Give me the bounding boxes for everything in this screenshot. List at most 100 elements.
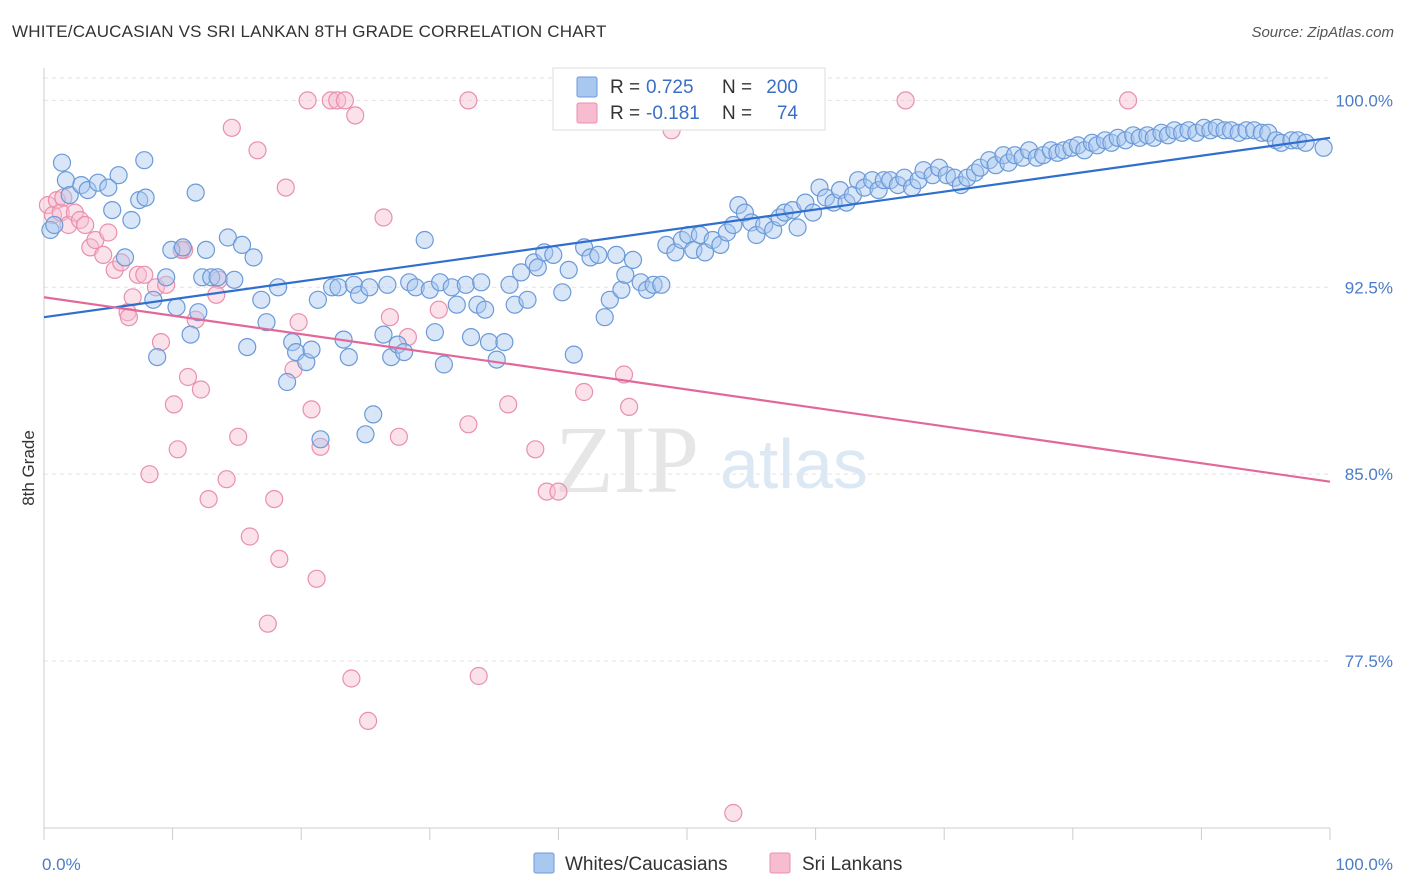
sri-lankan-point-23: [164, 395, 183, 414]
white-caucasian-point-60: [434, 355, 453, 374]
white-caucasian-point-7: [88, 173, 108, 192]
white-caucasian-point-55: [406, 278, 425, 297]
white-caucasian-point-114: [788, 218, 807, 237]
white-caucasian-point-192: [374, 325, 393, 344]
bottom-legend-swatch-blue: [533, 852, 555, 874]
white-caucasian-point-124: [855, 178, 874, 197]
white-caucasian-point-105: [729, 196, 748, 215]
white-caucasian-point-135: [929, 158, 949, 177]
white-caucasian-point-31: [252, 290, 271, 309]
white-caucasian-point-93: [652, 275, 671, 294]
sri-lankan-point-22: [157, 275, 176, 294]
white-caucasian-point-89: [623, 250, 643, 269]
white-caucasian-point-190: [135, 151, 154, 170]
white-caucasian-point-123: [848, 171, 868, 190]
white-caucasian-point-182: [1259, 123, 1278, 142]
legend-r-label-1: R =: [610, 77, 640, 98]
white-caucasian-point-148: [1019, 141, 1039, 160]
white-caucasian-point-84: [595, 308, 614, 327]
white-caucasian-point-191: [196, 240, 216, 259]
white-caucasian-point-176: [1215, 121, 1234, 140]
sri-lankan-point-17: [128, 265, 147, 284]
sri-lankan-point-58: [469, 666, 488, 686]
white-caucasian-point-30: [244, 248, 263, 267]
sri-lankan-point-50: [346, 106, 365, 125]
sri-lankan-point-21: [151, 333, 171, 352]
white-caucasian-point-20: [181, 325, 200, 344]
white-caucasian-point-57: [420, 280, 439, 299]
sri-lankan-point-33: [229, 427, 248, 446]
white-caucasian-point-19: [173, 238, 192, 257]
sri-lankan-point-37: [265, 490, 284, 509]
white-caucasian-point-18: [167, 298, 186, 317]
white-caucasian-point-42: [329, 278, 348, 297]
legend-r-label-2: R =: [610, 103, 640, 124]
sri-lankan-point-18: [135, 265, 154, 284]
white-caucasian-point-4: [60, 186, 79, 205]
sri-lankan-point-56: [429, 300, 448, 319]
white-caucasian-point-29: [238, 338, 257, 357]
white-caucasian-point-147: [1013, 148, 1032, 167]
sri-lankan-point-32: [222, 118, 241, 137]
white-caucasian-trend-line: [43, 136, 1331, 319]
legend-box: R = 0.725 N = 200 R = -0.181 N = 74: [552, 67, 826, 131]
y-tick-label-2: 92.5%: [1345, 278, 1393, 297]
white-caucasian-point-33: [269, 278, 288, 297]
sri-lankan-point-70: [459, 91, 478, 110]
white-caucasian-point-86: [607, 245, 626, 264]
white-caucasian-point-48: [360, 278, 379, 297]
sri-lankan-point-62: [549, 482, 568, 501]
white-caucasian-point-127: [874, 171, 893, 190]
white-caucasian-point-39: [308, 290, 327, 309]
sri-lankan-point-39: [276, 178, 295, 197]
white-caucasian-point-78: [553, 283, 572, 302]
white-caucasian-point-193: [472, 273, 491, 292]
white-caucasian-point-106: [735, 203, 755, 222]
sri-lankan-point-31: [217, 470, 236, 489]
sri-lankan-point-59: [499, 395, 518, 414]
watermark-zip: ZIP: [555, 406, 699, 513]
white-caucasian-point-116: [803, 203, 823, 222]
sri-lankan-point-55: [398, 328, 417, 347]
white-caucasian-point-59: [431, 273, 450, 292]
sri-lankan-point-48: [335, 91, 354, 110]
white-caucasian-point-87: [612, 280, 631, 299]
white-caucasian-point-16: [157, 268, 176, 287]
white-caucasian-point-46: [350, 285, 369, 304]
legend-n-label-2: N =: [722, 103, 752, 124]
white-caucasian-point-66: [476, 300, 495, 319]
white-caucasian-point-88: [616, 265, 635, 284]
white-caucasian-point-34: [278, 372, 297, 392]
sri-lankan-point-63: [574, 382, 594, 402]
white-caucasian-point-133: [914, 161, 933, 180]
trend-lines: [43, 136, 1331, 483]
bottom-legend-label-2: Sri Lankans: [802, 854, 902, 875]
white-caucasian-point-53: [395, 343, 414, 362]
white-caucasian-point-77: [544, 245, 563, 264]
sri-lankan-point-53: [380, 308, 399, 327]
white-caucasian-point-137: [945, 168, 964, 187]
white-caucasian-point-63: [456, 275, 475, 294]
white-caucasian-point-3: [56, 171, 76, 190]
sri-lankan-point-11: [94, 245, 113, 264]
tick-labels: 77.5% 85.0% 92.5% 100.0% 0.0% 100.0%: [42, 91, 1393, 874]
sri-lankan-point-13: [105, 260, 124, 279]
white-caucasian-point-181: [1252, 123, 1271, 142]
sri-lankan-point-47: [328, 91, 347, 110]
sri-lankan-point-46: [321, 91, 340, 110]
white-caucasian-point-26: [218, 228, 237, 247]
legend-swatch-pink: [576, 102, 598, 124]
sri-lankan-point-49: [342, 669, 361, 688]
legend-r-value-1: 0.725: [646, 77, 694, 98]
sri-lankan-point-42: [298, 91, 317, 110]
white-caucasian-point-56: [415, 230, 434, 250]
white-caucasian-point-49: [364, 405, 383, 424]
white-caucasian-point-58: [425, 323, 444, 342]
bottom-legend-swatch-pink: [769, 852, 791, 874]
y-axis-label: 8th Grade: [19, 430, 38, 506]
white-caucasian-point-41: [323, 278, 342, 297]
legend-n-value-1: 200: [766, 77, 798, 98]
white-caucasian-point-145: [999, 153, 1018, 172]
y-tick-label-3: 100.0%: [1335, 91, 1393, 110]
